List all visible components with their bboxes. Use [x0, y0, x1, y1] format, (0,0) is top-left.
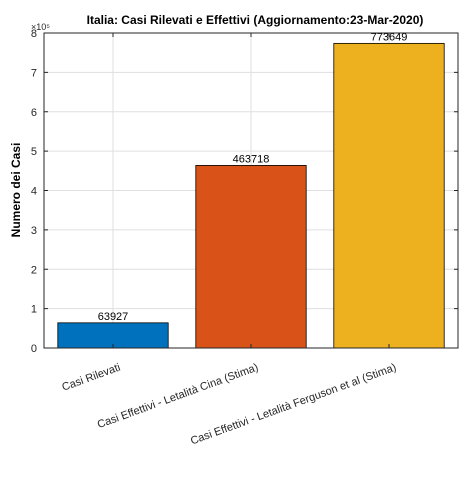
- y-tick-label: 2: [31, 264, 37, 276]
- y-tick-label: 6: [31, 107, 37, 119]
- data-label: 63927: [98, 311, 129, 323]
- y-tick-label: 1: [31, 304, 37, 316]
- y-tick-label: 4: [31, 186, 37, 198]
- y-tick-label: 7: [31, 67, 37, 79]
- chart-title: Italia: Casi Rilevati e Effettivi (Aggio…: [87, 13, 424, 27]
- y-axis-label: Numero dei Casi: [9, 143, 23, 238]
- y-axis-multiplier-label: ×10⁵: [31, 22, 50, 32]
- y-axis-ticks: 0 1 2 3 4 5 6 7 8: [31, 28, 458, 355]
- y-tick-label: 8: [31, 28, 37, 40]
- bar: [333, 42, 445, 349]
- y-tick-label: 0: [31, 343, 37, 355]
- data-label: 463718: [233, 153, 270, 165]
- data-labels: 63927 463718 773649: [98, 31, 408, 322]
- data-label: 773649: [371, 31, 408, 43]
- y-tick-label: 5: [31, 146, 37, 158]
- bars-group: [57, 42, 445, 349]
- bar: [195, 165, 307, 349]
- y-tick-label: 3: [31, 225, 37, 237]
- x-tick-label: Casi Rilevati: [60, 362, 122, 394]
- bar: [57, 322, 169, 349]
